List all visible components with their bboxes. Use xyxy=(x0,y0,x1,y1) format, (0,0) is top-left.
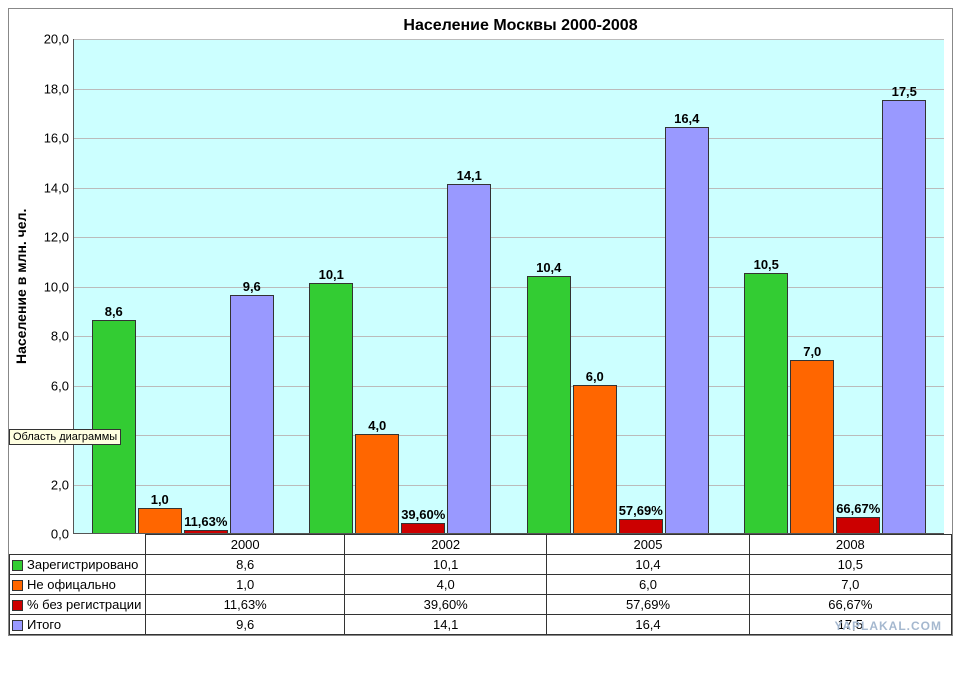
chart-title: Население Москвы 2000-2008 xyxy=(89,9,952,39)
table-cell: 1,0 xyxy=(146,575,345,595)
bar: 10,1 xyxy=(309,283,353,533)
y-tick-label: 8,0 xyxy=(51,329,69,344)
bar-value-label: 7,0 xyxy=(803,344,821,359)
y-tick-label: 6,0 xyxy=(51,378,69,393)
legend-swatch xyxy=(12,600,23,611)
bar-value-label: 16,4 xyxy=(674,111,699,126)
bar: 10,5 xyxy=(744,273,788,533)
series-name: Зарегистрировано xyxy=(27,557,138,572)
bar: 39,60% xyxy=(401,523,445,533)
bar-groups: 8,61,011,63%9,610,14,039,60%14,110,46,05… xyxy=(74,39,944,533)
bar-value-label: 10,4 xyxy=(536,260,561,275)
table-cell: 57,69% xyxy=(547,595,749,615)
bar-value-label: 6,0 xyxy=(586,369,604,384)
table-row: Зарегистрировано 8,610,110,410,5 xyxy=(10,555,952,575)
y-axis: 0,02,04,06,08,010,012,014,016,018,020,0 xyxy=(33,39,73,534)
bar: 11,63% xyxy=(184,530,228,533)
table-cell: 39,60% xyxy=(345,595,547,615)
table-row: Не офицально 1,04,06,07,0 xyxy=(10,575,952,595)
table-row: Итого9,614,116,417,5 xyxy=(10,615,952,635)
bar: 1,0 xyxy=(138,508,182,533)
bar-value-label: 8,6 xyxy=(105,304,123,319)
table-cell: 14,1 xyxy=(345,615,547,635)
chart-container: Население Москвы 2000-2008 Население в м… xyxy=(8,8,953,636)
bar-value-label: 14,1 xyxy=(457,168,482,183)
bar-value-label: 1,0 xyxy=(151,492,169,507)
series-label-cell: Итого xyxy=(10,615,146,635)
y-tick-label: 20,0 xyxy=(44,32,69,47)
y-tick-label: 16,0 xyxy=(44,131,69,146)
bar-group: 10,46,057,69%16,4 xyxy=(509,39,727,533)
table-cell: 11,63% xyxy=(146,595,345,615)
y-tick-label: 0,0 xyxy=(51,527,69,542)
y-tick-label: 2,0 xyxy=(51,477,69,492)
bar-group: 8,61,011,63%9,6 xyxy=(74,39,292,533)
bar-value-label: 10,5 xyxy=(754,257,779,272)
table-row: % без регистрации 11,63%39,60%57,69%66,67… xyxy=(10,595,952,615)
y-tick-label: 12,0 xyxy=(44,230,69,245)
table-header-row: 2000200220052008 xyxy=(10,535,952,555)
bar-value-label: 66,67% xyxy=(836,501,880,516)
table-cell: 9,6 xyxy=(146,615,345,635)
y-tick-label: 14,0 xyxy=(44,180,69,195)
legend-swatch xyxy=(12,580,23,591)
y-tick-label: 10,0 xyxy=(44,279,69,294)
table-cell: 16,4 xyxy=(547,615,749,635)
category-header: 2002 xyxy=(345,535,547,555)
y-axis-label: Население в млн. чел. xyxy=(9,39,33,534)
bar-group: 10,57,066,67%17,5 xyxy=(727,39,945,533)
bar-value-label: 10,1 xyxy=(319,267,344,282)
bar: 4,0 xyxy=(355,434,399,533)
table-cell: 10,1 xyxy=(345,555,547,575)
data-table: 2000200220052008Зарегистрировано8,610,11… xyxy=(9,534,952,635)
series-label-cell: Зарегистрировано xyxy=(10,555,146,575)
table-cell: 66,67% xyxy=(749,595,951,615)
legend-swatch xyxy=(12,620,23,631)
bar: 10,4 xyxy=(527,276,571,533)
series-name: Итого xyxy=(27,617,61,632)
table-cell: 6,0 xyxy=(547,575,749,595)
bar: 66,67% xyxy=(836,517,880,534)
bar-value-label: 9,6 xyxy=(243,279,261,294)
series-label-cell: % без регистрации xyxy=(10,595,146,615)
bar: 17,5 xyxy=(882,100,926,533)
bar: 57,69% xyxy=(619,519,663,533)
bar: 16,4 xyxy=(665,127,709,533)
bar-group: 10,14,039,60%14,1 xyxy=(292,39,510,533)
bar: 14,1 xyxy=(447,184,491,533)
legend-swatch xyxy=(12,560,23,571)
series-name: Не офицально xyxy=(27,577,116,592)
category-header: 2000 xyxy=(146,535,345,555)
plot-area-wrap: Население в млн. чел. 0,02,04,06,08,010,… xyxy=(9,39,952,534)
bar-value-label: 57,69% xyxy=(619,503,663,518)
series-label-cell: Не офицально xyxy=(10,575,146,595)
plot-area: 8,61,011,63%9,610,14,039,60%14,110,46,05… xyxy=(73,39,944,534)
table-cell: 10,4 xyxy=(547,555,749,575)
bar: 7,0 xyxy=(790,360,834,533)
bar-value-label: 4,0 xyxy=(368,418,386,433)
table-cell: 7,0 xyxy=(749,575,951,595)
y-tick-label: 18,0 xyxy=(44,81,69,96)
bar: 8,6 xyxy=(92,320,136,533)
category-header: 2005 xyxy=(547,535,749,555)
bar: 9,6 xyxy=(230,295,274,533)
chart-tooltip: Область диаграммы xyxy=(9,429,121,445)
bar-value-label: 11,63% xyxy=(184,514,227,529)
table-cell: 4,0 xyxy=(345,575,547,595)
bar-value-label: 39,60% xyxy=(401,507,445,522)
watermark: YAPLAKAL.COM xyxy=(834,619,942,633)
category-header: 2008 xyxy=(749,535,951,555)
bar: 6,0 xyxy=(573,385,617,534)
table-cell: 8,6 xyxy=(146,555,345,575)
table-cell: 10,5 xyxy=(749,555,951,575)
bar-value-label: 17,5 xyxy=(892,84,917,99)
series-name: % без регистрации xyxy=(27,597,141,612)
